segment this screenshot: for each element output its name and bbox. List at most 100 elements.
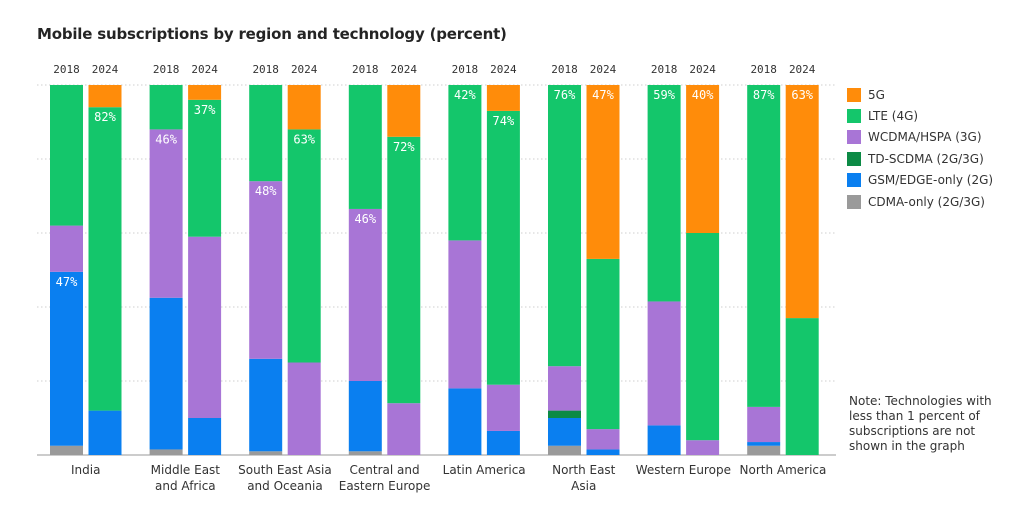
region-label: India <box>71 463 100 477</box>
bar-segment-gsm-edge-only-2g <box>88 410 122 455</box>
bar-segment-gsm-edge-only-2g <box>486 430 520 455</box>
bar-segment-wcdma-hspa-3g <box>188 236 222 418</box>
bar-segment-wcdma-hspa-3g <box>486 384 520 431</box>
data-label: 74% <box>493 114 515 128</box>
bar-segment-lte-4g <box>50 85 83 226</box>
legend-item-5g: 5G <box>847 84 993 105</box>
region-label: North East <box>552 463 616 477</box>
bar-segment-wcdma-hspa-3g <box>448 240 482 389</box>
year-label: 2018 <box>551 63 578 76</box>
bar-segment-gsm-edge-only-2g <box>448 388 482 455</box>
bar-segment-wcdma-hspa-3g <box>348 208 382 381</box>
bar-segment-5g <box>287 85 321 130</box>
bar-segment-5g <box>785 85 819 319</box>
bar-segment-wcdma-hspa-3g <box>586 429 620 450</box>
bar-segment-lte-4g <box>88 107 122 411</box>
year-label: 2024 <box>191 63 218 76</box>
legend-item-gsm-edge-only-2g: GSM/EDGE-only (2G) <box>847 170 993 191</box>
data-label: 82% <box>94 110 116 124</box>
legend-item-wcdma-hspa-3g: WCDMA/HSPA (3G) <box>847 127 993 148</box>
legend-label: WCDMA/HSPA (3G) <box>868 130 982 145</box>
year-label: 2024 <box>391 63 418 76</box>
bar-segment-lte-4g <box>686 233 720 441</box>
year-label: 2024 <box>92 63 119 76</box>
data-label: 42% <box>454 88 476 102</box>
legend-item-td-scdma-2g-3g: TD-SCDMA (2G/3G) <box>847 148 993 169</box>
bar-segment-5g <box>188 85 222 100</box>
bar-segment-wcdma-hspa-3g <box>686 440 720 455</box>
bar-segment-cdma-only-2g-3g <box>50 445 83 455</box>
bar-segment-lte-4g <box>548 85 581 367</box>
bar-segment-cdma-only-2g-3g <box>548 445 581 455</box>
bar-segment-lte-4g <box>486 110 520 385</box>
data-label: 48% <box>255 184 277 198</box>
year-label: 2024 <box>590 63 617 76</box>
region-label: Western Europe <box>636 463 731 477</box>
legend-swatch <box>847 194 861 209</box>
chart-note: Note: Technologies with less than 1 perc… <box>849 394 992 453</box>
legend-item-cdma-only-2g-3g: CDMA-only (2G/3G) <box>847 191 993 212</box>
bar-segment-lte-4g <box>785 318 819 455</box>
bar-segment-lte-4g <box>348 85 382 209</box>
bar-segment-lte-4g <box>249 85 283 182</box>
bar-segment-lte-4g <box>647 85 681 302</box>
bar-segment-td-scdma-2g-3g <box>548 410 581 418</box>
bar-segment-lte-4g <box>387 136 421 404</box>
legend-swatch <box>847 87 861 102</box>
bar-segment-gsm-edge-only-2g <box>548 418 581 446</box>
bar-segment-wcdma-hspa-3g <box>387 403 421 455</box>
bar-segment-5g <box>486 85 520 111</box>
region-label: and Oceania <box>247 479 322 493</box>
bar-segment-cdma-only-2g-3g <box>149 449 183 455</box>
legend-swatch <box>847 109 861 124</box>
data-label: 46% <box>354 212 376 226</box>
bar-segment-gsm-edge-only-2g <box>647 425 681 455</box>
bar-segment-lte-4g <box>149 85 183 130</box>
year-label: 2018 <box>750 63 777 76</box>
bar-segment-wcdma-hspa-3g <box>249 181 283 359</box>
bar-segment-cdma-only-2g-3g <box>747 445 781 455</box>
region-label: and Africa <box>155 479 216 493</box>
bar-segment-lte-4g <box>747 85 781 407</box>
legend-label: 5G <box>868 87 885 102</box>
data-label: 59% <box>653 88 675 102</box>
bar-segment-lte-4g <box>287 129 321 363</box>
bar-segment-lte-4g <box>586 258 620 430</box>
bar-segment-5g <box>387 85 421 137</box>
data-label: 40% <box>692 88 714 102</box>
year-label: 2024 <box>490 63 517 76</box>
legend-swatch <box>847 151 861 166</box>
bar-segment-cdma-only-2g-3g <box>249 451 283 455</box>
bar-segment-gsm-edge-only-2g <box>747 442 781 446</box>
legend-label: TD-SCDMA (2G/3G) <box>868 151 984 166</box>
year-label: 2024 <box>789 63 816 76</box>
year-label: 2018 <box>352 63 379 76</box>
region-label: South East Asia <box>238 463 332 477</box>
legend-label: LTE (4G) <box>868 109 919 124</box>
bar-segment-wcdma-hspa-3g <box>287 362 321 455</box>
region-label: North America <box>740 463 827 477</box>
region-label: Latin America <box>443 463 526 477</box>
year-label: 2018 <box>252 63 279 76</box>
legend-item-lte-4g: LTE (4G) <box>847 105 993 126</box>
bar-segment-gsm-edge-only-2g <box>149 297 183 450</box>
bar-segment-gsm-edge-only-2g <box>50 271 83 446</box>
year-label: 2018 <box>153 63 180 76</box>
legend-label: CDMA-only (2G/3G) <box>868 194 985 209</box>
year-label: 2018 <box>53 63 80 76</box>
data-label: 63% <box>791 88 813 102</box>
legend: 5G LTE (4G) WCDMA/HSPA (3G) TD-SCDMA (2G/3G… <box>847 84 993 212</box>
year-label: 2018 <box>651 63 678 76</box>
bar-segment-wcdma-hspa-3g <box>548 366 581 411</box>
year-label: 2018 <box>452 63 479 76</box>
year-label: 2024 <box>689 63 716 76</box>
bar-segment-lte-4g <box>188 99 222 237</box>
bar-segment-gsm-edge-only-2g <box>188 418 222 455</box>
bar-segment-wcdma-hspa-3g <box>50 225 83 272</box>
chart-title: Mobile subscriptions by region and techn… <box>37 25 507 43</box>
legend-label: GSM/EDGE-only (2G) <box>868 173 994 188</box>
year-label: 2024 <box>291 63 318 76</box>
data-label: 37% <box>194 103 216 117</box>
data-label: 72% <box>393 140 415 154</box>
bar-segment-5g <box>586 85 620 259</box>
